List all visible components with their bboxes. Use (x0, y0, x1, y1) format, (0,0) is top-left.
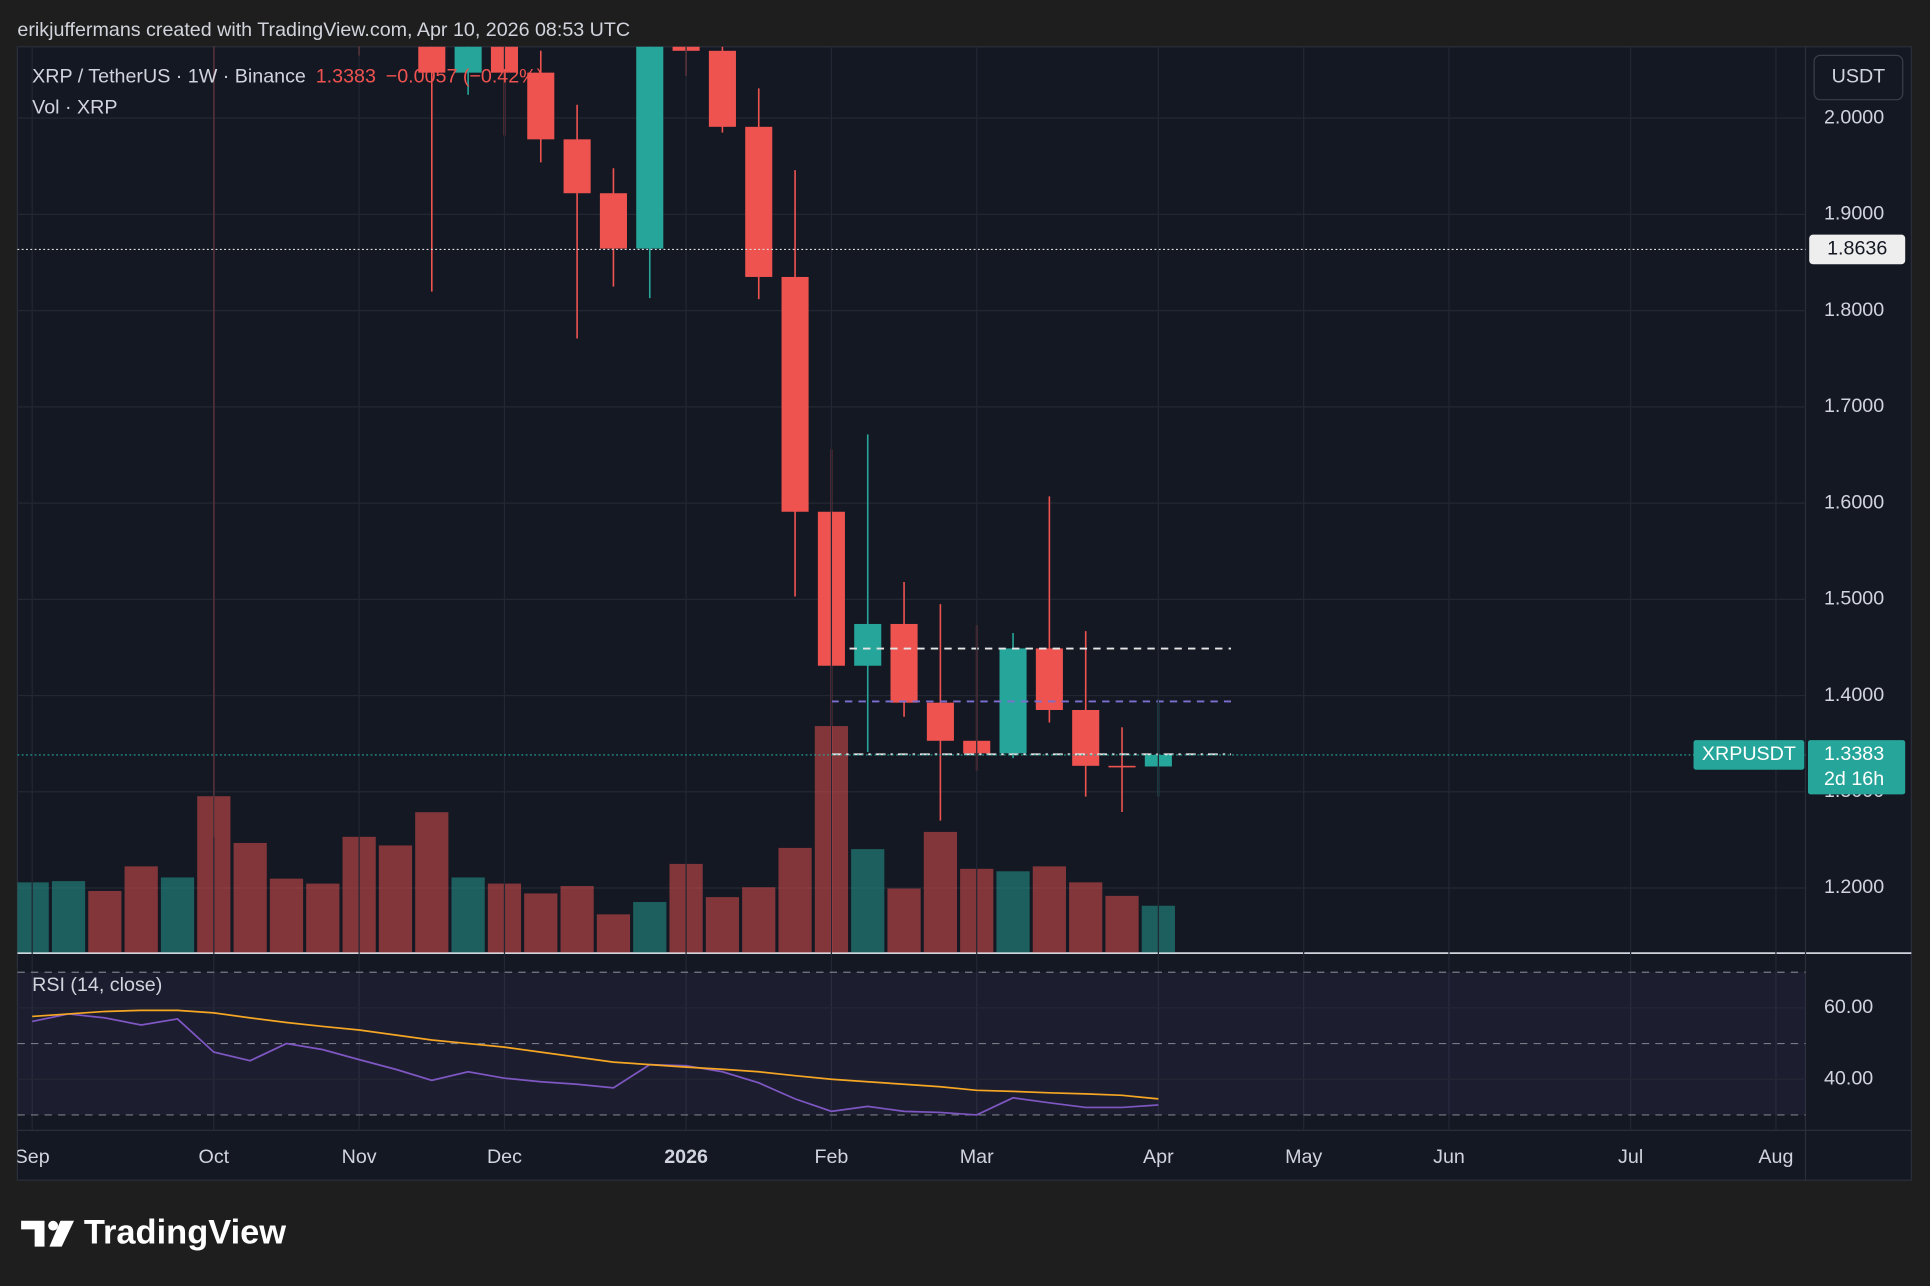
volume-bar (742, 887, 776, 953)
last-price-label: 1.3383 (1824, 743, 1884, 765)
volume-bar (269, 878, 304, 953)
plot-layer: Sep Oct Nov Dec 2026 Feb Mar Apr May Jun Jul Aug 1.2… (15, 46, 1912, 1181)
candle-body (527, 72, 555, 140)
x-tick-label: Apr (1143, 1146, 1174, 1168)
y-tick-label: 1.8000 (1824, 299, 1884, 321)
y-tick-label: 1.2000 (1824, 876, 1884, 898)
volume-bar (17, 882, 49, 953)
volume-bar (524, 893, 558, 953)
x-tick-label: Sep (15, 1146, 50, 1168)
price-line-label: 1.8636 (1827, 238, 1887, 260)
volume-legend: Vol · XRP (32, 96, 117, 118)
candle-body (1035, 648, 1063, 710)
x-tick-label: Dec (487, 1146, 522, 1168)
x-tick-label: Feb (814, 1146, 848, 1168)
x-tick-label: Jul (1618, 1146, 1643, 1168)
candle-body (563, 139, 591, 194)
volume-bar (1105, 895, 1139, 953)
candle-body (890, 623, 918, 703)
volume-bar (88, 890, 122, 953)
volume-bar (996, 871, 1030, 953)
volume-bar (160, 877, 195, 953)
volume-bar (887, 888, 921, 953)
rsi-title: RSI (14, close) (32, 974, 162, 996)
rsi-line (32, 1009, 1159, 1100)
candle-body (454, 46, 482, 73)
unit-box (1813, 54, 1904, 101)
volume-bar (778, 847, 812, 953)
volume-bar (851, 849, 885, 953)
y-tick-label: 40.00 (1824, 1067, 1873, 1089)
candle-body (854, 623, 882, 666)
candle-body (708, 50, 736, 127)
y-tick-label: 60.00 (1824, 996, 1873, 1018)
countdown-label: 2d 16h (1824, 768, 1884, 790)
last-price-box (1807, 740, 1906, 795)
volume-bar (1032, 866, 1066, 953)
volume-bar (306, 883, 340, 953)
y-tick-label: 1.7000 (1824, 395, 1884, 417)
candle-body (781, 276, 809, 512)
legend-change: −0.0057 (−0.42%) (386, 66, 544, 88)
attribution: erikjuffermans created with TradingView.… (17, 19, 630, 41)
candle-body (599, 193, 627, 249)
volume-bar (124, 866, 158, 953)
candle-body (745, 126, 773, 277)
x-tick-label: Nov (342, 1146, 377, 1168)
volume-bar (705, 897, 740, 953)
symbol-label: XRPUSDT (1702, 743, 1796, 765)
price-line-box (1809, 234, 1906, 265)
volume-bar (1069, 882, 1103, 953)
candle-body (418, 46, 446, 73)
volume-bar (415, 812, 449, 953)
y-tick-label: 1.4000 (1824, 684, 1884, 706)
candle-body (1108, 765, 1136, 768)
volume-bar (923, 831, 958, 953)
legend: XRP / TetherUS · 1W · Binance 1.3383 −0.00… (32, 66, 543, 88)
volume-bar (560, 886, 594, 953)
x-tick-label: May (1285, 1146, 1322, 1168)
volume-bar (596, 914, 631, 953)
x-tick-label: 2026 (664, 1146, 708, 1168)
y-tick-label: 1.5000 (1824, 588, 1884, 610)
chart-frame (16, 46, 1912, 1181)
x-tick-label: Mar (960, 1146, 994, 1168)
x-tick-label: Oct (199, 1146, 230, 1168)
y-tick-label: 1.9000 (1824, 203, 1884, 225)
volume-bar (233, 842, 267, 953)
y-tick-label: 2.0000 (1824, 106, 1884, 128)
volume-bar (51, 881, 86, 953)
symbol-box (1693, 740, 1805, 770)
candle-body (926, 702, 954, 741)
x-tick-label: Aug (1758, 1146, 1793, 1168)
volume-bar (633, 902, 667, 953)
volume-bar (451, 877, 485, 953)
y-tick-label: 1.6000 (1824, 491, 1884, 513)
legend-title: XRP / TetherUS · 1W · Binance (32, 66, 306, 88)
volume-bar (378, 845, 413, 953)
rsi-line (32, 1013, 1159, 1116)
brand-logo (21, 1220, 75, 1247)
candle-body (636, 46, 664, 249)
brand: TradingView (84, 1213, 286, 1251)
unit-label: USDT (1832, 66, 1886, 88)
legend-last: 1.3383 (316, 66, 376, 88)
candle-body (1072, 709, 1100, 766)
x-axis: Sep Oct Nov Dec 2026 Feb Mar Apr May Jun Jul Aug (15, 1146, 1793, 1168)
x-tick-label: Jun (1433, 1146, 1465, 1168)
